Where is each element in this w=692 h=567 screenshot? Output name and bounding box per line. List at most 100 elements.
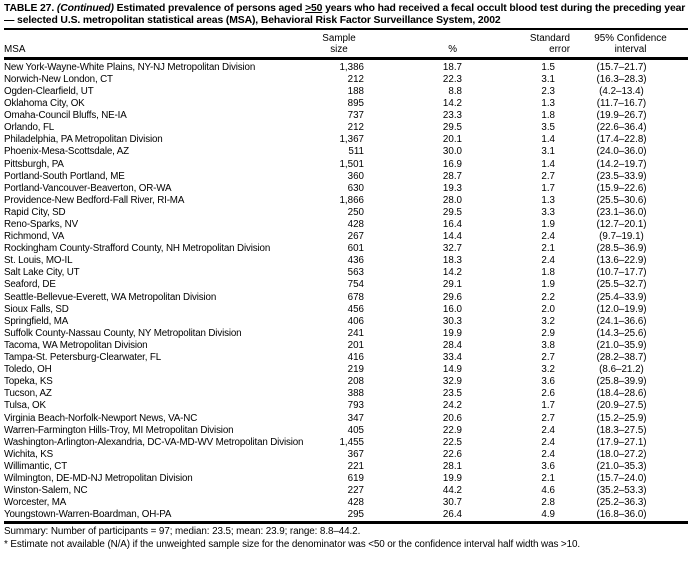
- standard-error-cell: 1.7: [541, 182, 555, 194]
- col-header-sample-line2: size: [330, 43, 348, 55]
- msa-cell: Toledo, OH: [4, 364, 52, 376]
- confidence-interval-cell: (25.5–32.7): [596, 279, 647, 291]
- msa-cell: Reno-Sparks, NV: [4, 219, 78, 230]
- percent-cell: 16.9: [442, 158, 462, 170]
- standard-error-cell: 2.7: [541, 170, 555, 182]
- table-row: Warren-Farmington Hills-Troy, MI Metropo…: [4, 425, 688, 437]
- table-body: New York-Wayne-White Plains, NY-NJ Metro…: [4, 58, 688, 523]
- table-row: Wilmington, DE-MD-NJ Metropolitan Divisi…: [4, 473, 688, 485]
- standard-error-cell: 3.1: [541, 73, 555, 85]
- table-row: Toledo, OH 219 14.9 3.2 (8.6–21.2): [4, 364, 688, 376]
- percent-cell: 19.9: [442, 472, 462, 484]
- standard-error-cell: 4.9: [541, 509, 555, 521]
- footnote-line: * Estimate not available (N/A) if the un…: [4, 539, 581, 551]
- percent-cell: 18.3: [442, 255, 462, 267]
- col-header-sample-size: Sample size: [314, 30, 364, 60]
- sample-size-cell: 347: [347, 412, 364, 424]
- percent-cell: 20.6: [442, 412, 462, 424]
- table-row: Wichita, KS 367 22.6 2.4 (18.0–27.2): [4, 449, 688, 461]
- percent-cell: 14.2: [442, 98, 462, 110]
- standard-error-cell: 1.7: [541, 400, 555, 412]
- percent-cell: 22.5: [442, 436, 462, 448]
- msa-cell: Portland-Vancouver-Beaverton, OR-WA: [4, 182, 172, 194]
- percent-cell: 30.0: [442, 146, 462, 158]
- sample-size-cell: 1,367: [339, 134, 364, 146]
- table-row: Phoenix-Mesa-Scottsdale, AZ 511 30.0 3.1…: [4, 146, 688, 158]
- confidence-interval-cell: (8.6–21.2): [599, 364, 644, 376]
- table-row: Rockingham County-Strafford County, NH M…: [4, 243, 688, 255]
- standard-error-cell: 2.7: [541, 412, 555, 424]
- sample-size-cell: 456: [347, 303, 364, 315]
- msa-cell: Seaford, DE: [4, 279, 56, 291]
- table-row: Winston-Salem, NC 227 44.2 4.6 (35.2–53.…: [4, 485, 688, 497]
- table-row: Tulsa, OK 793 24.2 1.7 (20.9–27.5): [4, 400, 688, 412]
- confidence-interval-cell: (18.0–27.2): [596, 448, 647, 460]
- table-row: Tucson, AZ 388 23.5 2.6 (18.4–28.6): [4, 388, 688, 400]
- standard-error-cell: 3.2: [541, 315, 555, 327]
- title-text-2: years who had received a fecal occult bl…: [4, 3, 686, 26]
- percent-cell: 14.4: [442, 231, 462, 243]
- sample-size-cell: 428: [347, 497, 364, 509]
- percent-cell: 16.0: [442, 303, 462, 315]
- table-row: Sioux Falls, SD 456 16.0 2.0 (12.0–19.9): [4, 304, 688, 316]
- msa-cell: Richmond, VA: [4, 231, 65, 243]
- msa-cell: St. Louis, MO-IL: [4, 255, 73, 267]
- confidence-interval-cell: (9.7–19.1): [599, 231, 644, 243]
- standard-error-cell: 2.1: [541, 243, 555, 255]
- table-row: Pittsburgh, PA 1,501 16.9 1.4 (14.2–19.7…: [4, 159, 688, 171]
- msa-cell: Warren-Farmington Hills-Troy, MI Metropo…: [4, 424, 234, 436]
- percent-cell: 44.2: [442, 485, 462, 497]
- standard-error-cell: 4.6: [541, 485, 555, 497]
- sample-size-cell: 250: [347, 206, 364, 218]
- msa-cell: Pittsburgh, PA: [4, 158, 64, 170]
- col-header-msa-label: MSA: [4, 43, 26, 55]
- sample-size-cell: 630: [347, 182, 364, 194]
- percent-cell: 14.2: [442, 267, 462, 279]
- sample-size-cell: 1,866: [339, 194, 364, 206]
- msa-cell: Portland-South Portland, ME: [4, 170, 125, 182]
- table-row: Tacoma, WA Metropolitan Division 201 28.…: [4, 340, 688, 352]
- col-header-ci-line2: interval: [614, 43, 647, 55]
- confidence-interval-cell: (21.0–35.3): [596, 460, 647, 472]
- msa-cell: Tampa-St. Petersburg-Clearwater, FL: [4, 352, 162, 364]
- confidence-interval-cell: (16.3–28.3): [596, 73, 647, 85]
- confidence-interval-cell: (18.4–28.6): [596, 388, 647, 400]
- table-row: Rapid City, SD 250 29.5 3.3 (23.1–36.0): [4, 207, 688, 219]
- percent-cell: 19.9: [442, 327, 462, 339]
- msa-cell: Orlando, FL: [4, 122, 55, 134]
- msa-cell: Youngstown-Warren-Boardman, OH-PA: [4, 509, 172, 521]
- percent-cell: 18.7: [442, 61, 462, 73]
- sample-size-cell: 241: [347, 327, 364, 339]
- sample-size-cell: 601: [347, 243, 364, 255]
- sample-size-cell: 1,455: [339, 436, 364, 448]
- sample-size-cell: 436: [347, 255, 364, 267]
- confidence-interval-cell: (4.2–13.4): [599, 85, 644, 97]
- msa-cell: Tacoma, WA Metropolitan Division: [4, 339, 148, 351]
- percent-cell: 28.0: [442, 194, 462, 206]
- percent-cell: 33.4: [442, 352, 462, 364]
- msa-cell: Wilmington, DE-MD-NJ Metropolitan Divisi…: [4, 472, 193, 484]
- percent-cell: 22.3: [442, 73, 462, 85]
- table-row: Orlando, FL 212 29.5 3.5 (22.6–36.4): [4, 122, 688, 134]
- percent-cell: 32.9: [442, 376, 462, 388]
- table-row: Springfield, MA 406 30.3 3.2 (24.1–36.6): [4, 316, 688, 328]
- sample-size-cell: 754: [347, 279, 364, 291]
- sample-size-cell: 405: [347, 424, 364, 436]
- sample-size-cell: 208: [347, 376, 364, 388]
- sample-size-cell: 388: [347, 388, 364, 400]
- standard-error-cell: 2.2: [541, 291, 555, 303]
- standard-error-cell: 2.7: [541, 352, 555, 364]
- standard-error-cell: 3.6: [541, 376, 555, 388]
- confidence-interval-cell: (23.1–36.0): [596, 206, 647, 218]
- sample-size-cell: 1,501: [339, 158, 364, 170]
- table-row: Topeka, KS 208 32.9 3.6 (25.8–39.9): [4, 376, 688, 388]
- sample-size-cell: 360: [347, 170, 364, 182]
- msa-cell: Worcester, MA: [4, 497, 67, 509]
- confidence-interval-cell: (14.2–19.7): [596, 158, 647, 170]
- confidence-interval-cell: (17.9–27.1): [596, 436, 647, 448]
- sample-size-cell: 212: [347, 122, 364, 134]
- msa-cell: Ogden-Clearfield, UT: [4, 85, 94, 97]
- standard-error-cell: 1.9: [541, 219, 555, 230]
- table-row: Tampa-St. Petersburg-Clearwater, FL 416 …: [4, 352, 688, 364]
- msa-cell: Rapid City, SD: [4, 206, 66, 218]
